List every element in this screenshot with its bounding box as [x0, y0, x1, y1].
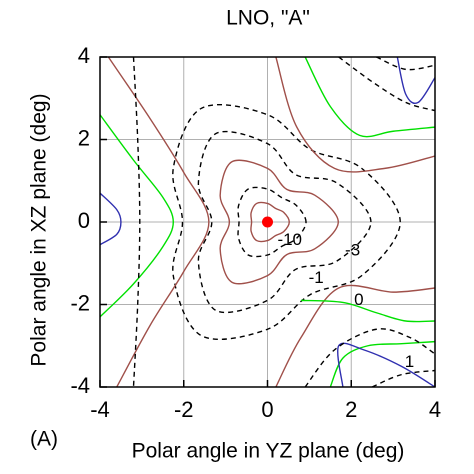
- x-tick-label: 0: [261, 397, 273, 422]
- contour-label: -10: [277, 230, 302, 249]
- contours: [100, 57, 435, 387]
- contour-line: [132, 57, 141, 387]
- x-tick-label: 2: [345, 397, 357, 422]
- reference-point: [262, 216, 273, 228]
- y-tick-label: -4: [70, 373, 90, 398]
- contour-line: [396, 57, 435, 105]
- x-tick-label: 4: [429, 397, 441, 422]
- contour-line: [275, 284, 435, 387]
- y-tick-label: -2: [70, 290, 90, 315]
- contour-line: [100, 114, 174, 318]
- contour-line: [197, 130, 372, 314]
- y-tick-label: 2: [78, 125, 90, 150]
- contour-line: [337, 342, 435, 387]
- contour-line: [338, 57, 435, 112]
- y-tick-label: 0: [78, 208, 90, 233]
- contour-line: [275, 57, 435, 173]
- contour-line: [329, 340, 435, 387]
- contour-label: 0: [354, 290, 363, 309]
- contour-line: [172, 103, 401, 341]
- contour-label: -3: [345, 241, 360, 260]
- contour-line: [250, 201, 290, 243]
- contour-line: [219, 159, 339, 285]
- contour-line: [100, 192, 122, 246]
- contour-line: [376, 57, 435, 71]
- y-tick-label: 4: [78, 43, 90, 68]
- contour-line: [237, 186, 307, 258]
- contour-line: [300, 299, 435, 323]
- contour-label: -1: [309, 268, 324, 287]
- x-axis-label: Polar angle in YZ plane (deg): [132, 440, 405, 463]
- contour-line: [304, 57, 435, 138]
- contour-line: [371, 369, 435, 387]
- x-tick-label: -2: [174, 397, 194, 422]
- panel-label: (A): [30, 428, 58, 451]
- contour-line: [304, 328, 435, 387]
- chart-title: LNO, "A": [226, 7, 310, 30]
- contour-label: 1: [405, 352, 414, 371]
- y-axis-label: Polar angle in XZ plane (deg): [28, 93, 51, 366]
- contour-line: [107, 57, 210, 387]
- x-tick-label: -4: [90, 397, 110, 422]
